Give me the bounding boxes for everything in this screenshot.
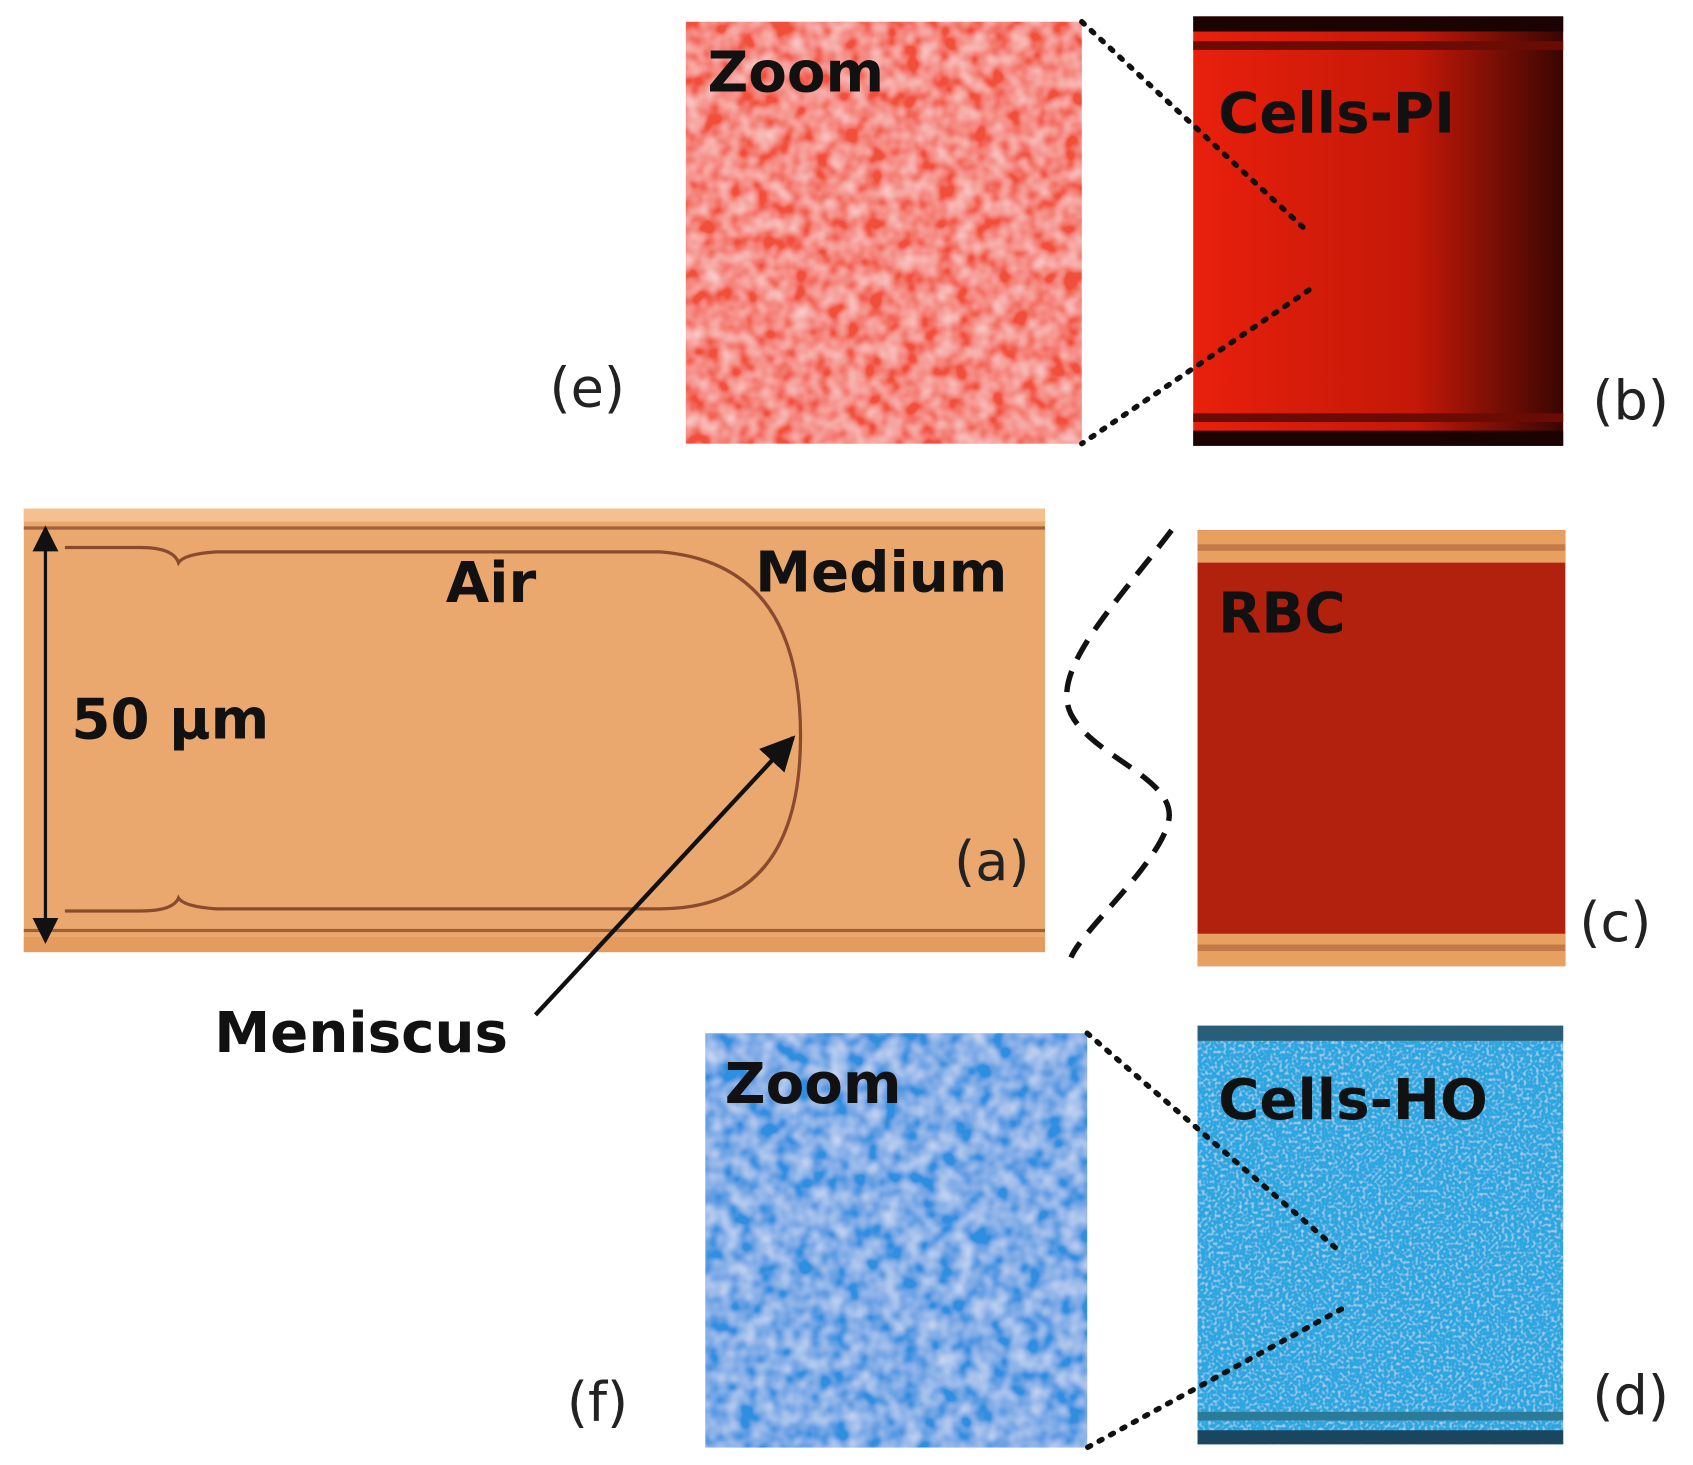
panel-title: Cells-HO: [1218, 1068, 1488, 1133]
channel-image: [23, 508, 1046, 953]
panel-label: (c): [1579, 891, 1651, 954]
channel-wall: [1193, 16, 1564, 32]
meniscus-arrow: [533, 735, 796, 1017]
zoom-lines: [1084, 1030, 1345, 1451]
zoom-image-blue: [705, 1033, 1088, 1448]
medium-label: Medium: [755, 540, 1007, 605]
panel-label: (a): [954, 830, 1029, 893]
channel-wall: [1193, 430, 1564, 446]
zoom-image-red: [685, 21, 1082, 444]
cells-ho-image: [1197, 1025, 1564, 1445]
channel-wall: [1197, 1430, 1564, 1445]
panel-title: Zoom: [707, 40, 884, 105]
zoom-lines: [1079, 19, 1312, 447]
air-bubble: [64, 545, 803, 913]
panel-title: Zoom: [725, 1052, 902, 1117]
channel-wall: [1197, 544, 1566, 551]
channel-wall: [23, 936, 1046, 953]
channel-wall: [1197, 1025, 1564, 1041]
panel-label: (f): [567, 1371, 628, 1434]
panel-label: (b): [1592, 369, 1669, 432]
air-label: Air: [446, 551, 537, 616]
channel-wall: [1193, 41, 1564, 50]
scale-label: 50 µm: [71, 687, 269, 752]
channel-wall: [1197, 1411, 1564, 1421]
cells-pi-image: [1193, 16, 1564, 446]
panel-label: (e): [550, 356, 625, 419]
meniscus-label: Meniscus: [214, 1001, 508, 1066]
panel-label: (d): [1592, 1365, 1669, 1428]
connector: [1064, 528, 1174, 959]
channel-wall: [1197, 944, 1566, 952]
channel-wall: [23, 508, 1046, 522]
panel-title: RBC: [1218, 581, 1345, 646]
channel-wall: [1193, 413, 1564, 423]
panel-title: Cells-PI: [1218, 82, 1455, 147]
rbc-image: [1197, 530, 1566, 967]
